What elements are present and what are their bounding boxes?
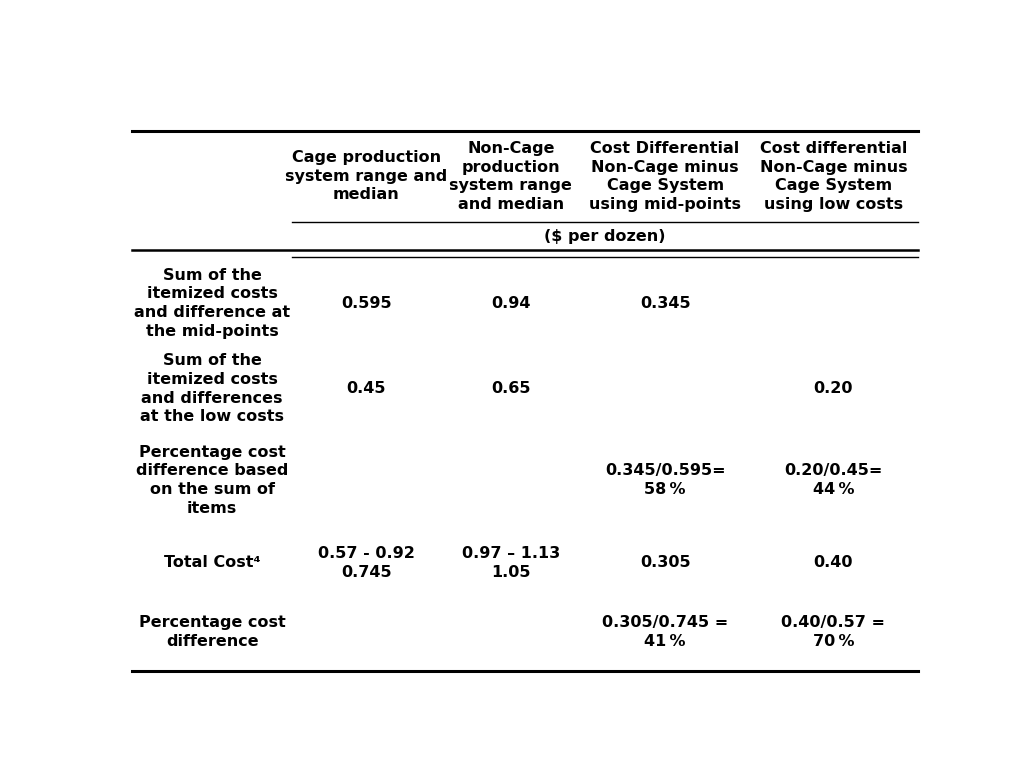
Text: 0.57 - 0.92
0.745: 0.57 - 0.92 0.745 — [318, 546, 415, 580]
Text: 0.345/0.595=
58 %: 0.345/0.595= 58 % — [605, 463, 725, 497]
Text: 0.40/0.57 =
70 %: 0.40/0.57 = 70 % — [781, 615, 886, 649]
Text: Sum of the
itemized costs
and difference at
the mid-points: Sum of the itemized costs and difference… — [134, 268, 290, 339]
Text: 0.65: 0.65 — [492, 381, 530, 396]
Text: Percentage cost
difference based
on the sum of
items: Percentage cost difference based on the … — [136, 445, 289, 515]
Text: 0.45: 0.45 — [347, 381, 386, 396]
Text: 0.345: 0.345 — [640, 296, 690, 311]
Text: ($ per dozen): ($ per dozen) — [544, 229, 666, 243]
Text: Total Cost⁴: Total Cost⁴ — [164, 555, 260, 571]
Text: 0.305/0.745 =
41 %: 0.305/0.745 = 41 % — [602, 615, 728, 649]
Text: 0.20: 0.20 — [814, 381, 853, 396]
Text: 0.40: 0.40 — [814, 555, 853, 571]
Text: 0.595: 0.595 — [341, 296, 392, 311]
Text: 0.20/0.45=
44 %: 0.20/0.45= 44 % — [784, 463, 883, 497]
Text: Cost Differential
Non-Cage minus
Cage System
using mid-points: Cost Differential Non-Cage minus Cage Sy… — [589, 141, 741, 212]
Text: Percentage cost
difference: Percentage cost difference — [139, 615, 286, 649]
Text: 0.94: 0.94 — [492, 296, 530, 311]
Text: Sum of the
itemized costs
and differences
at the low costs: Sum of the itemized costs and difference… — [140, 353, 284, 424]
Text: Cost differential
Non-Cage minus
Cage System
using low costs: Cost differential Non-Cage minus Cage Sy… — [760, 141, 907, 212]
Text: 0.305: 0.305 — [640, 555, 690, 571]
Text: Cage production
system range and
median: Cage production system range and median — [286, 151, 447, 203]
Text: 0.97 – 1.13
1.05: 0.97 – 1.13 1.05 — [462, 546, 560, 580]
Text: Non-Cage
production
system range
and median: Non-Cage production system range and med… — [450, 141, 572, 212]
